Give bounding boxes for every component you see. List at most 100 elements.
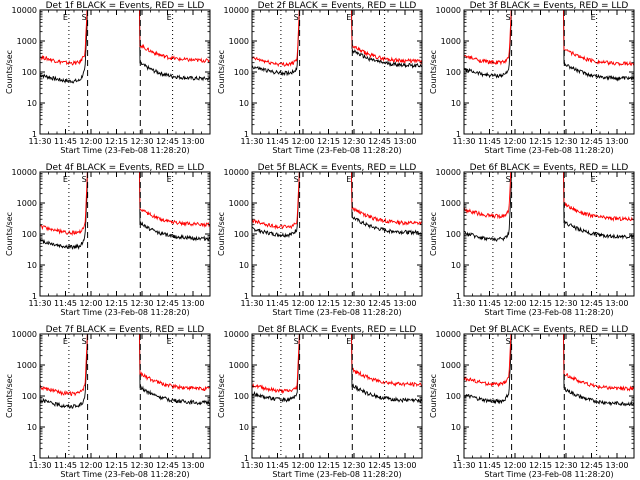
y-axis-label: Counts/sec: [217, 212, 226, 256]
x-axis-label: Start Time (23-Feb-08 11:28:20): [60, 470, 189, 479]
series-line-lld: [464, 10, 634, 67]
x-tick-label: 12:00: [79, 461, 102, 470]
x-tick-label: 11:45: [478, 137, 501, 146]
x-tick-label: 13:00: [181, 137, 204, 146]
y-tick-label: 10000: [436, 168, 461, 177]
series-group: [464, 172, 634, 242]
x-tick-label: 12:15: [105, 461, 128, 470]
marker-label: E: [63, 13, 68, 22]
y-tick-label: 100: [22, 230, 37, 239]
marker-label: S: [506, 337, 511, 346]
series-group: [40, 334, 210, 409]
y-tick-label: 1: [456, 292, 461, 301]
marker-label: E: [591, 175, 596, 184]
panel-7: Det 7f BLACK = Events, RED = LLD E S E 1 10 10…: [5, 325, 211, 479]
y-tick-label: 10000: [12, 168, 37, 177]
x-tick-label: 12:00: [79, 137, 102, 146]
marker-label: S: [294, 175, 299, 184]
y-tick-label: 10: [451, 99, 461, 108]
x-tick-label: 12:30: [130, 299, 153, 308]
panel-3: Det 3f BLACK = Events, RED = LLD S E 1 10 100…: [429, 1, 635, 155]
x-tick-label: 12:45: [580, 461, 603, 470]
x-tick-label: 11:45: [266, 299, 289, 308]
x-tick-label: 12:00: [291, 461, 314, 470]
x-tick-label: 12:30: [342, 299, 365, 308]
x-tick-label: 12:15: [529, 137, 552, 146]
x-tick-label: 11:30: [240, 137, 263, 146]
x-tick-label: 12:15: [317, 299, 340, 308]
x-tick-label: 12:00: [291, 137, 314, 146]
series-line-lld: [252, 10, 422, 68]
y-tick-label: 10000: [12, 6, 37, 15]
x-tick-label: 12:45: [156, 137, 179, 146]
x-tick-label: 11:30: [452, 299, 475, 308]
panel-title: Det 7f BLACK = Events, RED = LLD: [46, 325, 205, 335]
y-tick-label: 1000: [17, 37, 37, 46]
series-line-events: [252, 10, 422, 77]
x-axis-label: Start Time (23-Feb-08 11:28:20): [272, 308, 401, 317]
y-tick-label: 1: [32, 292, 37, 301]
x-tick-label: 12:30: [554, 461, 577, 470]
series-line-lld: [40, 334, 210, 397]
marker-label: S: [82, 13, 87, 22]
x-tick-label: 12:45: [156, 299, 179, 308]
y-tick-label: 1: [244, 292, 249, 301]
x-tick-label: 12:15: [105, 137, 128, 146]
y-tick-label: 1000: [441, 361, 461, 370]
y-axis-label: Counts/sec: [5, 374, 14, 418]
x-tick-label: 13:00: [393, 299, 416, 308]
series-line-lld: [252, 334, 422, 394]
y-tick-label: 100: [234, 68, 249, 77]
x-tick-label: 12:00: [79, 299, 102, 308]
y-axis-label: Counts/sec: [217, 50, 226, 94]
y-tick-label: 10000: [436, 330, 461, 339]
y-tick-label: 1000: [441, 199, 461, 208]
x-tick-label: 12:45: [580, 299, 603, 308]
y-axis-label: Counts/sec: [5, 212, 14, 256]
x-tick-label: 12:15: [105, 299, 128, 308]
y-tick-label: 100: [446, 230, 461, 239]
panel-title: Det 3f BLACK = Events, RED = LLD: [470, 1, 629, 11]
y-tick-label: 100: [446, 392, 461, 401]
x-tick-label: 12:00: [503, 299, 526, 308]
x-tick-label: 11:30: [28, 461, 51, 470]
panel-title: Det 1f BLACK = Events, RED = LLD: [46, 1, 205, 11]
series-line-events: [464, 172, 634, 242]
x-tick-label: 11:45: [54, 299, 77, 308]
y-tick-label: 100: [234, 392, 249, 401]
marker-label: E: [167, 337, 172, 346]
series-line-lld: [252, 172, 422, 230]
panel-title: Det 4f BLACK = Events, RED = LLD: [46, 163, 205, 173]
y-axis-label: Counts/sec: [429, 50, 438, 94]
y-tick-label: 10: [27, 423, 37, 432]
y-tick-label: 1000: [17, 199, 37, 208]
y-tick-label: 1: [244, 454, 249, 463]
series-line-events: [252, 172, 422, 239]
x-axis-label: Start Time (23-Feb-08 11:28:20): [484, 308, 613, 317]
series-line-events: [40, 10, 210, 84]
marker-label: E: [346, 175, 351, 184]
x-tick-label: 12:30: [554, 299, 577, 308]
series-group: [40, 172, 210, 251]
y-axis-label: Counts/sec: [217, 374, 226, 418]
y-tick-label: 100: [22, 392, 37, 401]
panel-8: Det 8f BLACK = Events, RED = LLD S E 1 10 100…: [217, 325, 423, 479]
x-tick-label: 12:30: [130, 461, 153, 470]
panel-title: Det 5f BLACK = Events, RED = LLD: [258, 163, 417, 173]
y-axis-label: Counts/sec: [429, 212, 438, 256]
series-line-events: [40, 334, 210, 409]
x-tick-label: 11:45: [54, 137, 77, 146]
series-line-lld: [40, 10, 210, 66]
x-tick-label: 13:00: [605, 137, 628, 146]
y-tick-label: 100: [22, 68, 37, 77]
series-line-lld: [464, 172, 634, 223]
x-tick-label: 12:30: [554, 137, 577, 146]
x-tick-label: 11:30: [452, 137, 475, 146]
y-tick-label: 10000: [12, 330, 37, 339]
y-tick-label: 1000: [17, 361, 37, 370]
panel-6: Det 6f BLACK = Events, RED = LLD S E 1 10 100…: [429, 163, 635, 317]
y-tick-label: 10: [239, 261, 249, 270]
series-group: [252, 334, 422, 404]
x-tick-label: 11:30: [28, 137, 51, 146]
x-tick-label: 13:00: [605, 299, 628, 308]
